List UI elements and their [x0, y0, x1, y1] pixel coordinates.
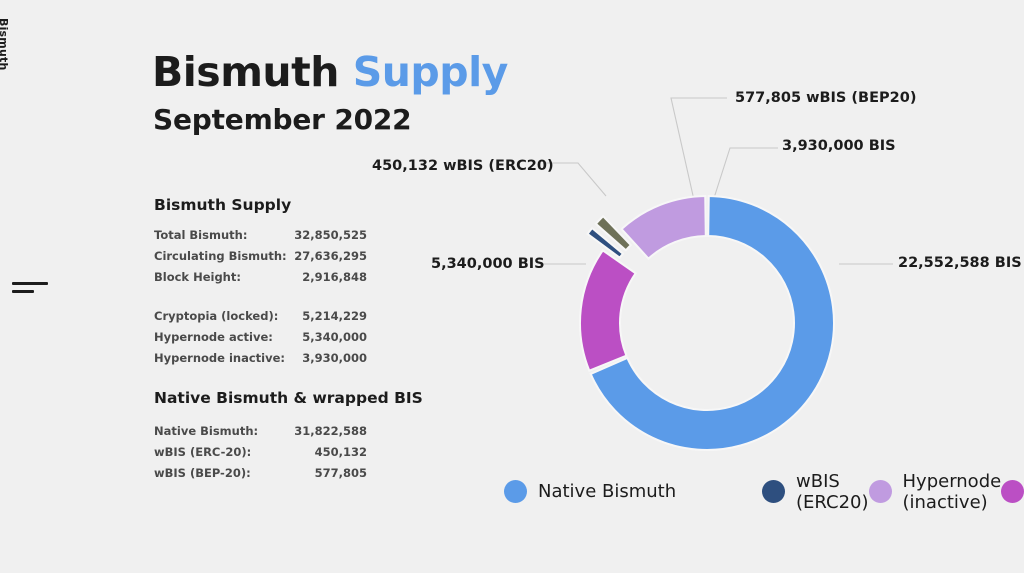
page-title-accent: Supply — [352, 48, 509, 96]
wrapped-stats-table: Native Bismuth: 31,822,588 wBIS (ERC-20)… — [154, 425, 367, 488]
page-title: Bismuth Supply — [152, 48, 508, 96]
edge-mark-bar-2 — [12, 290, 34, 293]
donut-slice — [586, 226, 625, 260]
stat-value: 5,340,000 — [302, 330, 367, 345]
stat-label: wBIS (BEP-20): — [154, 466, 251, 481]
legend-item-hypernode-inactive: Hypernode (inactive) — [868, 470, 1002, 513]
stat-label: Circulating Bismuth: — [154, 249, 287, 264]
stat-label: Native Bismuth: — [154, 424, 259, 438]
table-row: wBIS (ERC-20): 450,132 — [154, 446, 367, 467]
table-row: Cryptopia (locked): 5,214,229 — [154, 310, 367, 331]
table-row: wBIS (BEP-20): 577,805 — [154, 467, 367, 488]
stat-value: 31,822,588 — [294, 424, 367, 438]
table-row: Hypernode active: 5,340,000 — [154, 331, 367, 352]
legend-item-label: Native Bismuth — [538, 481, 677, 502]
callout-wbis-bep20: 577,805 wBIS (BEP20) — [735, 90, 917, 106]
wrapped-section-heading: Native Bismuth & wrapped BIS — [154, 389, 423, 407]
callout-hypernode-inactive: 3,930,000 BIS — [782, 138, 896, 154]
donut-slice — [589, 194, 835, 451]
stat-value: 32,850,525 — [294, 228, 367, 242]
legend-swatch-icon — [868, 480, 892, 503]
leader-line-hypernode-inactive — [713, 147, 778, 199]
supply-stats-table-primary: Total Bismuth: 32,850,525 Circulating Bi… — [154, 229, 367, 292]
supply-stats-table-secondary: Cryptopia (locked): 5,214,229 Hypernode … — [154, 310, 367, 373]
page-title-primary: Bismuth — [152, 48, 339, 96]
legend-swatch-icon — [1001, 480, 1024, 503]
legend-item-label: Hypernode (inactive) — [902, 470, 1002, 513]
callout-hypernode-active: 5,340,000 BIS — [431, 256, 545, 272]
edge-mark-bar-1 — [12, 282, 48, 285]
legend-item-hypernode-active: Hypernode (active) — [1001, 471, 1024, 513]
leader-line-bep20 — [670, 97, 727, 201]
stat-value: 450,132 — [314, 445, 367, 460]
stat-value: 2,916,848 — [302, 270, 367, 285]
stat-value: 5,214,229 — [302, 309, 367, 323]
callout-native-bismuth: 22,552,588 BIS — [898, 255, 1022, 271]
donut-slice — [620, 194, 707, 261]
legend-swatch-icon — [504, 480, 527, 503]
callout-leader-lines — [540, 97, 893, 265]
table-row: Hypernode inactive: 3,930,000 — [154, 352, 367, 373]
table-row: Block Height: 2,916,848 — [154, 271, 367, 292]
chart-legend: Native Bismuth wBIS (ERC20) Hypernode (i… — [504, 471, 1024, 513]
table-row: Native Bismuth: 31,822,588 — [154, 425, 367, 446]
donut-slice — [594, 214, 633, 252]
page-subtitle: September 2022 — [153, 103, 412, 136]
edge-menu-mark — [12, 282, 48, 298]
stat-label: Block Height: — [154, 270, 241, 285]
stat-label: Hypernode active: — [154, 330, 273, 345]
legend-item-wbis-erc20: wBIS (ERC20) — [762, 471, 869, 513]
table-row: Total Bismuth: 32,850,525 — [154, 229, 367, 250]
stat-label: wBIS (ERC-20): — [154, 445, 252, 460]
legend-swatch-icon — [762, 480, 785, 503]
callout-wbis-erc20: 450,132 wBIS (ERC20) — [372, 158, 554, 174]
legend-item-label: wBIS (ERC20) — [796, 470, 869, 513]
stat-value: 27,636,295 — [294, 249, 367, 264]
stat-value: 577,805 — [314, 466, 367, 481]
stat-label: Cryptopia (locked): — [154, 309, 279, 323]
stat-label: Hypernode inactive: — [154, 351, 285, 366]
leader-line-erc20 — [543, 162, 607, 197]
stat-label: Total Bismuth: — [154, 228, 248, 242]
stat-value: 3,930,000 — [302, 351, 367, 366]
donut-slice-group — [579, 194, 835, 451]
donut-slice — [579, 249, 638, 372]
legend-item-native-bismuth: Native Bismuth — [504, 480, 762, 503]
supply-section-heading: Bismuth Supply — [154, 196, 292, 214]
table-row: Circulating Bismuth: 27,636,295 — [154, 250, 367, 271]
